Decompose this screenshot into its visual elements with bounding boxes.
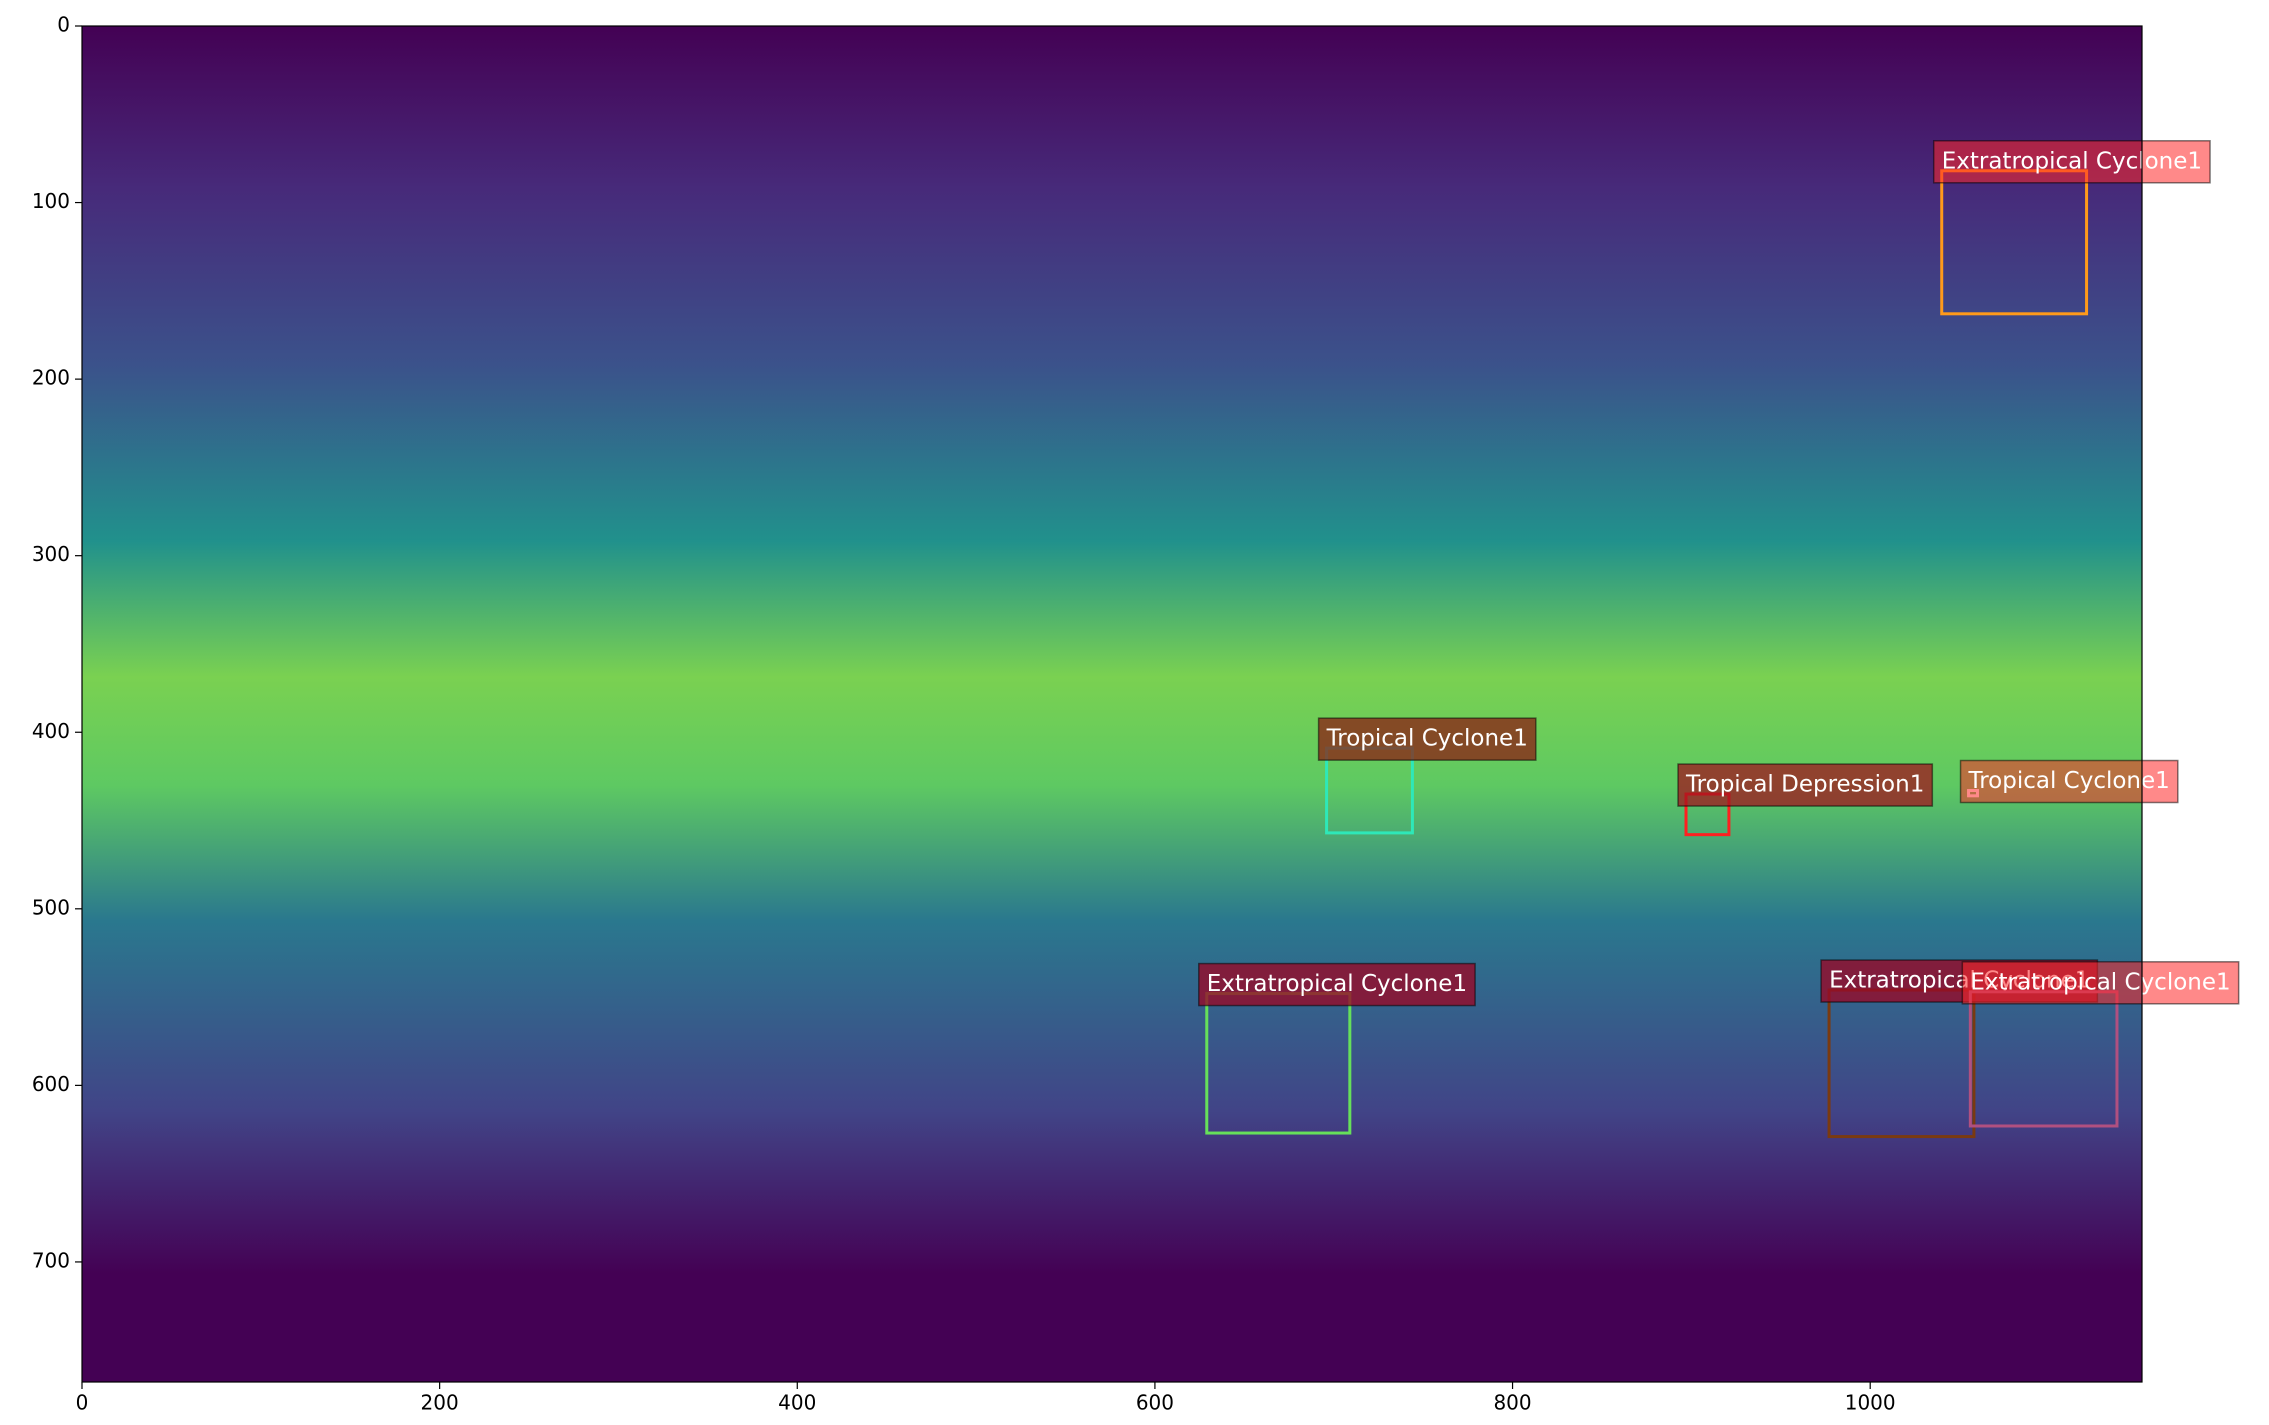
box-label: Tropical Cyclone1	[1326, 726, 1528, 752]
chart: 0 200 400 600 800 1000 0 100 200 300 400 500 600 700 E…	[0, 0, 2269, 1425]
y-tick-label: 300	[32, 542, 70, 566]
x-tick-label: 800	[1493, 1391, 1531, 1415]
x-tick-label: 1000	[1845, 1391, 1896, 1415]
y-tick-label: 500	[32, 895, 70, 919]
y-tick-label: 0	[57, 13, 70, 37]
x-tick-label: 400	[778, 1391, 816, 1415]
box-label: Extratropical Cyclone1	[1942, 148, 2202, 174]
box-label: Extratropical Cyclone1	[1207, 971, 1467, 997]
image	[82, 26, 2142, 1382]
y-tick-label: 200	[32, 366, 70, 390]
box-label: Tropical Depression1	[1685, 772, 1924, 798]
x-tick-label: 200	[421, 1391, 459, 1415]
y-tick-label: 100	[32, 189, 70, 213]
y-tick-label: 600	[32, 1072, 70, 1096]
y-tick-label: 400	[32, 719, 70, 743]
box-label: Tropical Cyclone1	[1968, 768, 2170, 794]
y-tick-label: 700	[32, 1248, 70, 1272]
x-tick-label: 600	[1136, 1391, 1174, 1415]
box-label: Extratropical Cyclone1	[1970, 969, 2230, 995]
x-tick-label: 0	[76, 1391, 89, 1415]
